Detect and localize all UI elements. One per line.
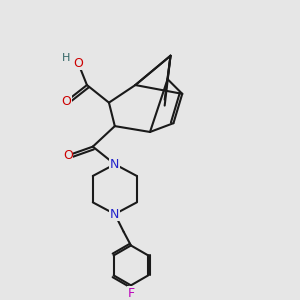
Text: H: H	[61, 53, 70, 63]
Text: N: N	[110, 158, 119, 171]
Text: O: O	[73, 57, 83, 70]
Text: F: F	[128, 287, 134, 300]
Text: N: N	[110, 208, 119, 220]
Text: O: O	[61, 95, 71, 108]
Text: O: O	[63, 149, 73, 162]
